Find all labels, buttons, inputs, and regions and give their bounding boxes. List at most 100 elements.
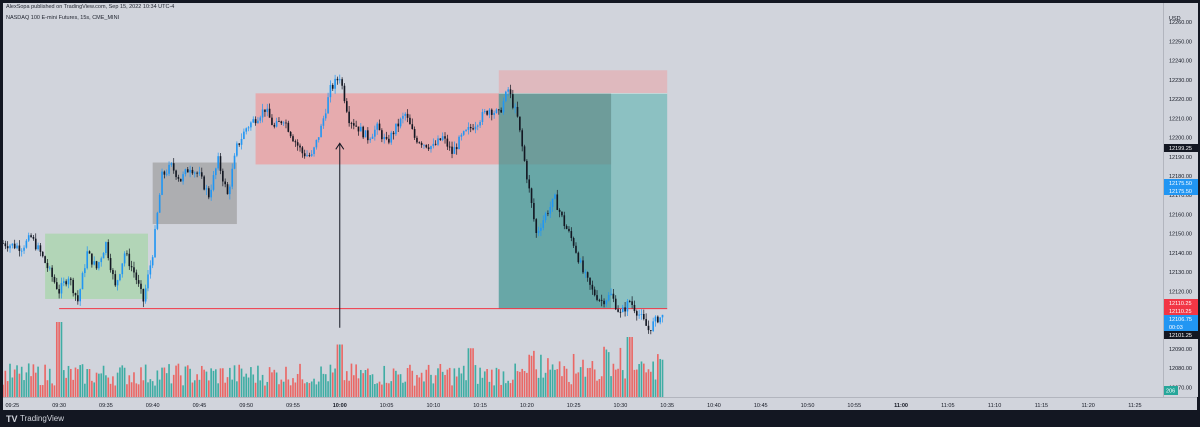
- volume-bar: [79, 365, 81, 397]
- volume-bar: [600, 376, 603, 397]
- time-axis: 09:25 09:30 09:35 09:40 09:45 09:50 09:55 10:00…: [5, 403, 1141, 409]
- volume-bar: [650, 371, 652, 397]
- candle-body: [355, 125, 357, 127]
- candle-body: [32, 237, 35, 239]
- candle-body: [586, 272, 589, 278]
- volume-bar: [474, 365, 477, 397]
- volume-bar: [105, 375, 107, 397]
- price-badge: [1164, 331, 1198, 339]
- candle-body: [563, 215, 566, 227]
- chart-pane[interactable]: [2, 3, 1163, 397]
- volume-bar: [500, 384, 502, 397]
- candle-body: [299, 145, 301, 148]
- volume-bar: [114, 385, 117, 397]
- price-badge: [1164, 187, 1198, 195]
- time-scale[interactable]: 09:25 09:30 09:35 09:40 09:45 09:50 09:55 10:00…: [3, 397, 1197, 411]
- volume-bar: [603, 346, 605, 397]
- candle-body: [465, 129, 467, 132]
- candle-body: [313, 147, 315, 155]
- volume-bar: [388, 383, 390, 397]
- volume-bar: [58, 322, 60, 397]
- price-badge: [1164, 307, 1198, 315]
- price-tick-label: 12120.00: [1169, 289, 1192, 295]
- candle-body: [296, 142, 299, 146]
- candle-body: [535, 219, 538, 233]
- time-tick-label: 10:05: [380, 403, 394, 409]
- candle-body: [336, 78, 339, 81]
- candle-body: [418, 142, 421, 144]
- symbol-title[interactable]: NASDAQ 100 E-mini Futures, 15s, CME_MINI: [6, 15, 120, 21]
- candle-body: [231, 168, 234, 187]
- candle-body: [526, 160, 528, 180]
- candle-body: [341, 79, 343, 86]
- volume-bar: [338, 344, 341, 397]
- volume-bar: [299, 363, 301, 397]
- time-tick-label: 10:55: [847, 403, 861, 409]
- volume-bar: [172, 374, 175, 397]
- candle-body: [596, 295, 598, 300]
- volume-bar: [121, 365, 124, 397]
- candle-body: [446, 138, 449, 147]
- volume-bar: [533, 350, 535, 397]
- candle-body: [483, 110, 486, 113]
- volume-bar: [128, 375, 131, 397]
- candle-body: [390, 132, 393, 143]
- candle-body: [640, 314, 643, 315]
- volume-bar: [512, 379, 514, 397]
- volume-bar: [523, 371, 526, 397]
- volume-bar: [62, 370, 65, 397]
- volume-bar: [598, 379, 601, 397]
- candle-body: [130, 266, 133, 268]
- volume-bar: [271, 372, 273, 397]
- price-scale[interactable]: USD 12260.00 12250.00 12240.00 12230.00 12220…: [1163, 3, 1198, 397]
- volume-bar: [247, 377, 250, 397]
- volume-bar: [640, 361, 643, 397]
- volume-bar: [547, 358, 549, 397]
- candle-body: [657, 316, 659, 323]
- price-badge-label: 00:03: [1169, 325, 1183, 331]
- volume-bar: [205, 371, 208, 397]
- volume-bar: [98, 373, 100, 397]
- volume-bar: [652, 361, 654, 397]
- candle-body: [455, 147, 458, 150]
- volume-bar: [41, 385, 44, 397]
- volume-bar: [233, 365, 236, 397]
- candle-body: [65, 281, 67, 285]
- candle-body: [540, 227, 542, 231]
- candle-body: [91, 253, 93, 265]
- price-badge-label: 12110.25: [1169, 301, 1192, 307]
- price-badge-label: 12199.25: [1169, 146, 1192, 152]
- volume-bar: [458, 367, 460, 397]
- volume-bar: [72, 379, 74, 397]
- candle-body: [481, 112, 484, 122]
- candle-body: [84, 268, 86, 274]
- candle-body: [261, 109, 264, 118]
- volume-bar: [621, 370, 624, 397]
- volume-bar: [617, 368, 619, 397]
- time-tick-label: 09:35: [99, 403, 113, 409]
- volume-bar: [250, 367, 252, 397]
- candle-body: [547, 213, 549, 215]
- volume-bar: [530, 355, 533, 397]
- time-tick-label: 11:25: [1128, 403, 1141, 409]
- candle-body: [376, 123, 379, 130]
- candle-body: [514, 106, 516, 108]
- volume-bar: [158, 379, 161, 397]
- candle-body: [119, 274, 121, 281]
- volume-bar: [168, 364, 170, 397]
- candle-body: [388, 138, 390, 143]
- volume-bar: [215, 369, 217, 397]
- candle-body: [572, 238, 575, 246]
- brand-name[interactable]: TradingView: [20, 414, 65, 423]
- volume-bar: [444, 374, 446, 397]
- candle-body: [48, 267, 51, 269]
- candle-body: [140, 283, 142, 289]
- arrow-head: [335, 142, 345, 150]
- candle-body: [144, 288, 147, 302]
- candle-body: [207, 188, 210, 198]
- candle-body: [74, 293, 77, 296]
- tradingview-logo-icon[interactable]: TV: [6, 414, 18, 424]
- price-badge-label: 12106.75: [1169, 317, 1192, 323]
- candle-body: [519, 116, 521, 131]
- volume-bar: [423, 381, 425, 397]
